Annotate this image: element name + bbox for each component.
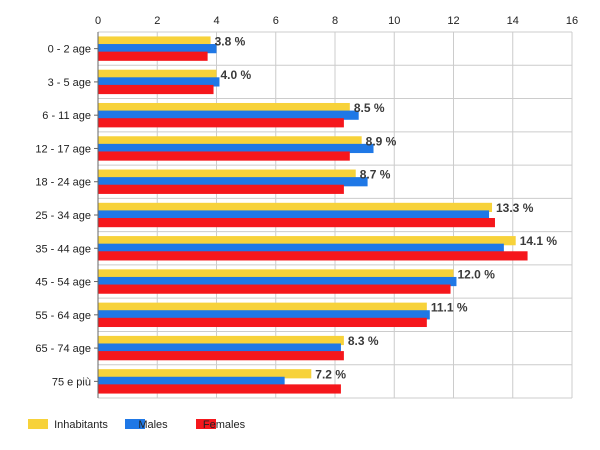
bar-males-3 [98,143,374,154]
bar-inhabitants-0 [98,36,211,46]
data-labels: 3.8 % 4.0 % 8.5 % 8.9 % 8.7 % 13.3 % 14.1 % 12.… [215,35,558,382]
category-label-4: 18 - 24 age [35,177,91,189]
x-tick-label-1: 2 [154,15,160,27]
bar-females-1 [98,84,214,95]
bar-females-8 [98,317,427,328]
bar-males-2 [98,110,359,120]
bar-males-0 [98,44,217,54]
bar-females-10 [98,384,341,394]
bar-males-7 [98,276,457,287]
x-tick-label-7: 14 [507,15,519,27]
x-tick-label-3: 6 [273,15,279,27]
category-label-3: 12 - 17 age [35,143,91,155]
bar-females-9 [98,351,344,361]
bar-males-6 [98,243,504,253]
data-label-6: 14.1 % [520,234,558,248]
bar-females-7 [98,284,451,294]
bar-females-6 [98,251,528,261]
axes: 0 2 4 6 8 10 12 14 16 0 - 2 age 3 - 5 age 6 - 11 ag… [35,15,578,398]
x-tick-label-4: 8 [332,15,338,27]
x-tick-label-0: 0 [95,15,101,27]
bar-females-3 [98,151,350,161]
bar-females-2 [98,118,344,128]
x-tick-label-6: 12 [447,15,459,27]
legend-swatch-inhabitants [28,419,48,429]
bar-inhabitants-3 [98,136,362,146]
bar-inhabitants-1 [98,69,217,79]
bar-inhabitants-8 [98,302,427,312]
bar-inhabitants-7 [98,269,454,279]
legend-label-inhabitants: Inhabitants [54,419,108,431]
bar-males-5 [98,210,490,220]
category-label-1: 3 - 5 age [48,77,91,89]
x-tick-label-2: 4 [213,15,219,27]
bar-females-4 [98,184,344,194]
x-tick-label-5: 10 [388,15,400,27]
bar-inhabitants-10 [98,369,312,379]
bar-males-8 [98,310,430,320]
data-label-3: 8.9 % [366,134,397,148]
bar-males-10 [98,376,285,386]
bar-males-1 [98,77,220,87]
category-label-5: 25 - 34 age [35,210,91,222]
category-label-0: 0 - 2 age [48,44,91,56]
data-label-5: 13.3 % [496,201,534,215]
data-label-4: 8.7 % [360,168,391,182]
category-label-6: 35 - 44 age [35,243,91,255]
data-label-1: 4.0 % [221,68,252,82]
legend-label-males: Males [138,419,168,431]
data-label-9: 8.3 % [348,334,379,348]
data-label-2: 8.5 % [354,101,385,115]
legend-label-females: Females [203,419,246,431]
bar-inhabitants-9 [98,335,344,346]
data-label-10: 7.2 % [315,367,346,381]
data-label-8: 11.1 % [431,301,468,315]
data-label-7: 12.0 % [458,267,496,281]
legend-swatch-females [196,419,216,429]
category-label-8: 55 - 64 age [35,310,91,322]
bar-males-9 [98,343,341,353]
bar-females-0 [98,51,208,61]
bar-inhabitants-5 [98,202,493,212]
legend-swatch-males [125,419,145,429]
bar-inhabitants-4 [98,169,356,179]
category-label-2: 6 - 11 age [42,110,91,122]
bar-inhabitants-2 [98,102,350,113]
bars [98,36,528,394]
bar-males-4 [98,177,368,187]
x-tick-label-8: 16 [566,15,578,27]
data-label-0: 3.8 % [215,35,246,49]
bar-inhabitants-6 [98,236,516,246]
category-label-7: 45 - 54 age [35,277,91,289]
category-label-10: 75 e più [52,376,91,388]
legend: Inhabitants Males Females [28,419,246,431]
grid-lines [98,31,573,399]
bar-females-5 [98,218,495,228]
category-label-9: 65 - 74 age [35,343,91,355]
